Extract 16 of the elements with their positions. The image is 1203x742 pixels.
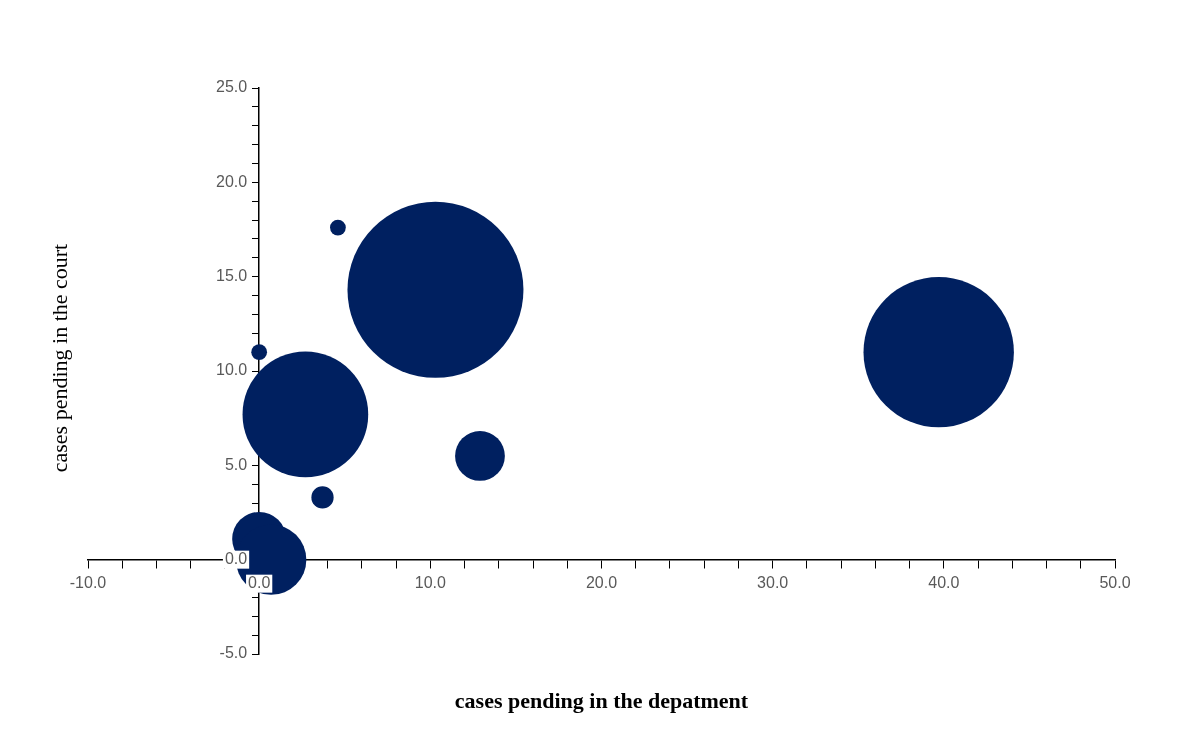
y-axis-title: cases pending in the court	[47, 243, 73, 473]
x-tick-label: 10.0	[414, 574, 447, 592]
y-tick-label: -5.0	[219, 644, 248, 662]
x-tick-label: 30.0	[757, 574, 789, 592]
x-tick-label: 50.0	[1099, 574, 1131, 592]
x-tick-label: -10.0	[69, 574, 107, 592]
x-tick-label: 20.0	[585, 574, 618, 592]
y-tick-label: 0.0	[224, 550, 248, 568]
y-tick-label: 5.0	[224, 455, 248, 473]
y-tick-label: 25.0	[216, 78, 248, 96]
y-tick-label: 10.0	[216, 361, 248, 379]
x-tick-label: 0.0	[248, 574, 271, 592]
x-tick-label: 40.0	[928, 574, 960, 592]
y-tick-label: 20.0	[216, 172, 248, 190]
x-axis-title: cases pending in the depatment	[453, 688, 750, 714]
y-tick-label: 15.0	[216, 267, 248, 285]
